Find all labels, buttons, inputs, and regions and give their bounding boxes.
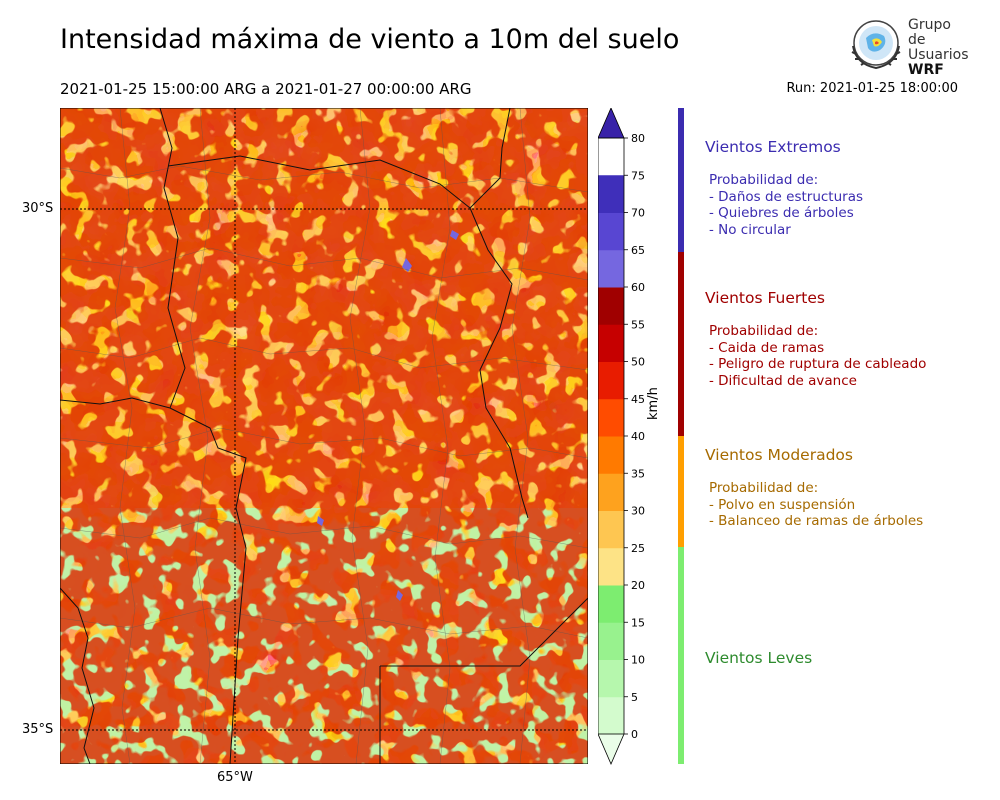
department-borders	[60, 108, 588, 764]
colorbar-tick-label: 15	[631, 616, 645, 629]
category-moderados-desc: Probabilidad de: - Polvo en suspensión -…	[709, 480, 923, 530]
graticule	[60, 108, 588, 764]
colorbar-tick-label: 55	[631, 318, 645, 331]
desc-item: - Daños de estructuras	[709, 188, 864, 205]
desc-item: - Polvo en suspensión	[709, 496, 856, 513]
category-leves: Vientos Leves	[705, 649, 813, 667]
logo-line-1: Grupo de	[908, 17, 951, 48]
desc-item: - Caida de ramas	[709, 339, 825, 356]
desc-title: Probabilidad de:	[709, 172, 819, 188]
colorbar-segment	[598, 547, 624, 586]
colorbar-segment	[598, 585, 624, 623]
colorbar-tick-label: 5	[631, 691, 638, 704]
colorbar-tick-label: 25	[631, 542, 645, 555]
wind-map	[60, 108, 588, 764]
colorbar-tick-label: 30	[631, 505, 645, 518]
forecast-period: 2021-01-25 15:00:00 ARG a 2021-01-27 00:…	[60, 80, 472, 98]
colorbar-segment	[598, 324, 624, 362]
lon-label-65w: 65°W	[217, 770, 253, 785]
lat-label-35s: 35°S	[22, 722, 54, 737]
page-title: Intensidad máxima de viento a 10m del su…	[60, 24, 680, 55]
desc-item: - Peligro de ruptura de cableado	[709, 356, 927, 372]
legend-bar-fuertes	[678, 252, 684, 436]
colorbar-tick-label: 45	[631, 393, 645, 406]
category-fuertes-desc: Probabilidad de: - Caida de ramas - Peli…	[709, 323, 926, 389]
colorbar-tick-label: 35	[631, 467, 645, 480]
desc-title: Probabilidad de:	[709, 480, 819, 496]
colorbar-extend-min	[598, 733, 625, 766]
colorbar-segment	[598, 622, 624, 660]
colorbar-segment	[598, 287, 624, 325]
logo-line-2: Usuarios	[908, 47, 969, 63]
colorbar-tick-label: 40	[631, 430, 645, 443]
globe-logo-icon	[851, 20, 901, 70]
colorbar-segment	[598, 361, 624, 400]
colorbar-tick-label: 20	[631, 579, 645, 592]
category-moderados: Vientos Moderados	[705, 446, 853, 464]
wrf-logo: Grupo de Usuarios WRF	[848, 16, 969, 78]
colorbar-segment	[598, 212, 624, 251]
province-borders	[60, 108, 588, 764]
category-fuertes: Vientos Fuertes	[705, 289, 825, 307]
colorbar-segment	[598, 696, 624, 735]
colorbar-tick-label: 65	[631, 244, 645, 257]
extreme-spot	[402, 258, 412, 272]
colorbar-tick-label: 60	[631, 281, 645, 294]
desc-item: - No circular	[709, 221, 791, 238]
colorbar-tick-label: 0	[631, 728, 638, 741]
colorbar-tick-label: 50	[631, 356, 645, 369]
colorbar-extend-max	[598, 108, 625, 139]
extreme-spot	[396, 590, 403, 601]
colorbar-tick-label: 10	[631, 654, 645, 667]
colorbar-ticks: 0 5 10 15 20 25 30 35 40 45 50 55 60 65 70 75 80	[624, 132, 645, 741]
colorbar-segment	[598, 510, 624, 549]
extreme-spot	[450, 230, 459, 240]
colorbar-segment	[598, 473, 624, 511]
colorbar-segment	[598, 659, 624, 698]
desc-item: - Dificultad de avance	[709, 372, 857, 389]
desc-item: - Quiebres de árboles	[709, 205, 854, 221]
colorbar-tick-label: 75	[631, 169, 645, 182]
colorbar-segment	[598, 249, 624, 288]
legend-bar-extremos	[678, 108, 684, 252]
colorbar-segment	[598, 175, 624, 213]
colorbar: 0 5 10 15 20 25 30 35 40 45 50 55 60 65 70 75 80	[598, 108, 645, 766]
legend-bar-moderados	[678, 436, 684, 547]
run-time: Run: 2021-01-25 18:00:00	[786, 81, 958, 96]
lat-label-30s: 30°S	[22, 201, 54, 216]
logo-line-3: WRF	[908, 62, 944, 78]
category-extremos-desc: Probabilidad de: - Daños de estructuras …	[709, 172, 863, 238]
category-extremos: Vientos Extremos	[705, 138, 841, 156]
legend-bar-leves	[678, 547, 684, 764]
colorbar-tick-label: 70	[631, 207, 645, 220]
colorbar-unit: km/h	[646, 387, 661, 420]
colorbar-segment	[598, 436, 624, 474]
colorbar-segments	[598, 108, 625, 766]
desc-item: - Balanceo de ramas de árboles	[709, 513, 924, 529]
extreme-spot	[317, 516, 324, 526]
desc-title: Probabilidad de:	[709, 323, 819, 339]
logo-text: Grupo de Usuarios WRF	[908, 18, 969, 78]
colorbar-tick-label: 80	[631, 132, 645, 145]
colorbar-segment	[598, 398, 624, 437]
